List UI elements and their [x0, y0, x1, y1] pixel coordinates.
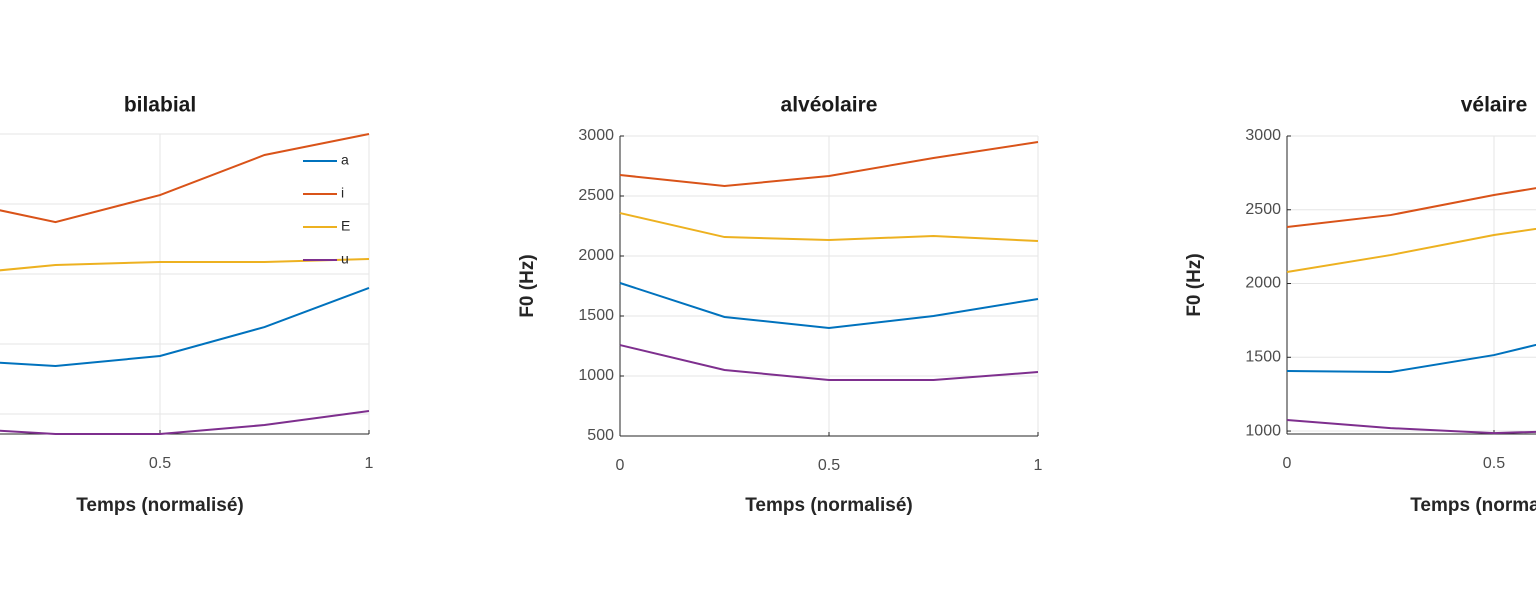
- legend-label: i: [341, 185, 344, 201]
- y-tick-label: 1500: [1245, 349, 1281, 366]
- data-line: [1286, 343, 1536, 374]
- y-tick-label: 2500: [578, 187, 614, 204]
- x-tick-label: 0.5: [1483, 455, 1505, 472]
- y-tick-label: 2000: [578, 247, 614, 264]
- data-line: [619, 344, 1039, 381]
- chart-title: alvéolaire: [781, 94, 878, 117]
- data-line: [1286, 418, 1536, 435]
- y-tick-label: 3000: [1245, 127, 1281, 144]
- y-tick-label: 1000: [578, 367, 614, 384]
- plot-area: [1287, 136, 1536, 434]
- data-line: [619, 212, 1039, 242]
- x-axis-label: Temps (normalisé): [745, 495, 913, 516]
- y-tick-label: 3000: [578, 127, 614, 144]
- chart-title: bilabial: [124, 94, 196, 117]
- legend-label: a: [341, 152, 349, 168]
- x-axis-label: Temps (normalisé): [76, 495, 244, 516]
- y-tick-label: 1000: [1245, 422, 1281, 439]
- legend-label: u: [341, 251, 349, 267]
- y-tick-label: 1500: [578, 307, 614, 324]
- y-tick-label: 2000: [1245, 275, 1281, 292]
- x-tick-label: 0.5: [818, 457, 840, 474]
- y-axis-label: F0 (Hz): [517, 254, 538, 317]
- y-tick-label: 500: [587, 427, 614, 444]
- x-tick-label: 0: [1283, 455, 1292, 472]
- chart-title: vélaire: [1461, 94, 1528, 117]
- data-line: [0, 258, 370, 272]
- x-tick-label: 0: [616, 457, 625, 474]
- y-axis-label: F0 (Hz): [1184, 253, 1205, 316]
- x-axis-label: Temps (normalisé): [1410, 495, 1536, 516]
- data-line: [1286, 227, 1536, 274]
- x-tick-label: 1: [365, 455, 374, 472]
- data-line: [0, 410, 370, 435]
- x-tick-label: 1: [1034, 457, 1043, 474]
- x-tick-label: 0.5: [149, 455, 171, 472]
- data-line: [619, 282, 1039, 330]
- data-line: [1286, 187, 1536, 229]
- data-line: [619, 141, 1039, 188]
- data-line: [0, 133, 370, 224]
- data-line: [0, 287, 370, 367]
- y-tick-label: 2500: [1245, 201, 1281, 218]
- plot-area: [0, 134, 369, 434]
- legend-label: E: [341, 218, 350, 234]
